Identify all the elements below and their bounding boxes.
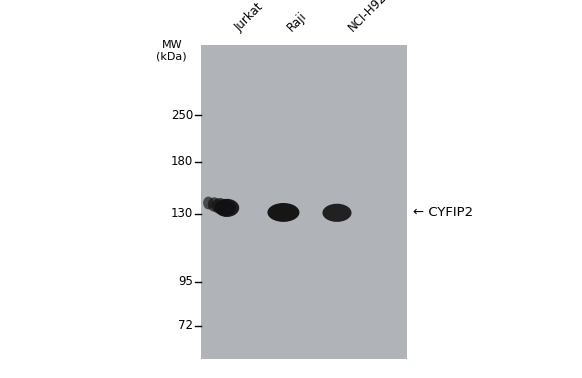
Text: ← CYFIP2: ← CYFIP2	[413, 206, 473, 219]
Ellipse shape	[215, 199, 239, 217]
Text: Jurkat: Jurkat	[232, 0, 266, 34]
Text: 72: 72	[178, 319, 193, 332]
Text: MW
(kDa): MW (kDa)	[157, 40, 187, 61]
Ellipse shape	[322, 204, 352, 222]
Ellipse shape	[215, 200, 236, 216]
Text: 180: 180	[171, 155, 193, 168]
Bar	[201, 45, 407, 359]
Text: 250: 250	[171, 109, 193, 122]
Text: 95: 95	[178, 275, 193, 288]
Ellipse shape	[203, 197, 214, 209]
Text: 130: 130	[171, 207, 193, 220]
Ellipse shape	[212, 198, 228, 214]
Ellipse shape	[208, 197, 221, 212]
Text: Raji: Raji	[285, 9, 310, 34]
Ellipse shape	[267, 203, 299, 222]
Text: NCI-H929: NCI-H929	[346, 0, 395, 34]
